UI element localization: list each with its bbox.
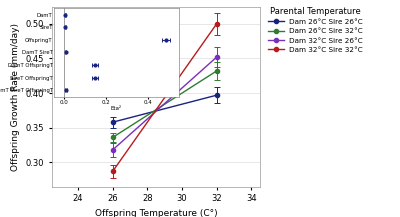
Legend: Dam 26°C Sire 26°C, Dam 26°C Sire 32°C, Dam 32°C Sire 26°C, Dam 32°C Sire 32°C: Dam 26°C Sire 26°C, Dam 26°C Sire 32°C, …: [268, 7, 363, 53]
X-axis label: Offspring Temperature (C°): Offspring Temperature (C°): [95, 209, 217, 217]
Y-axis label: Offspring Growth Rate (mm/day): Offspring Growth Rate (mm/day): [11, 23, 20, 171]
